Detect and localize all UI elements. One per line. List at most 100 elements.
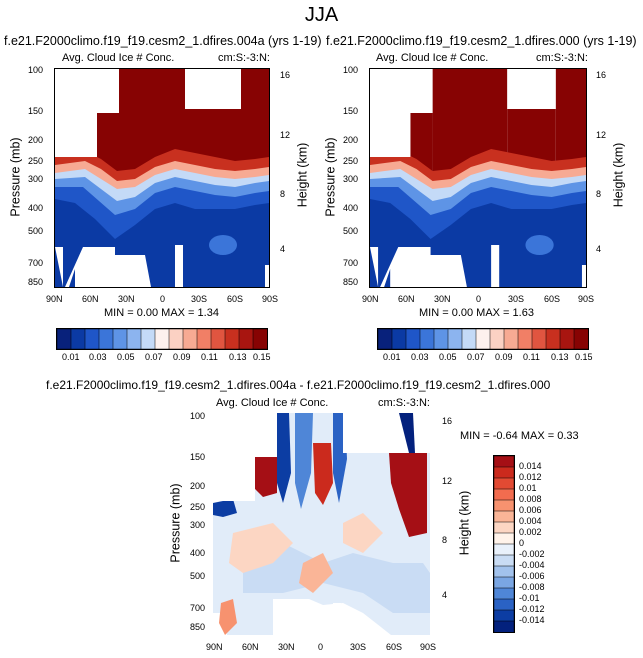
panel1-blob: [209, 235, 237, 255]
panel1-title: f.e21.F2000climo.f19_f19.cesm2_1.dfires.…: [4, 34, 322, 48]
colorbar-swatch: [494, 466, 514, 479]
colorbar-swatch: [489, 329, 505, 349]
panel3-xtick: 30N: [278, 642, 295, 652]
colorbar-swatch: [494, 576, 514, 589]
panel3-xtick: 90N: [206, 642, 223, 652]
panel2-field: [370, 69, 586, 287]
colorbar-swatch: [461, 329, 477, 349]
colorbar-swatch: [531, 329, 547, 349]
panel3-y2label: Height (km): [457, 490, 472, 556]
panel2-subtitle-right: cm:S:-3:N:: [536, 52, 588, 64]
panel1-xtick: 30S: [191, 294, 208, 304]
panel3-cbtick: -0.006: [519, 571, 545, 581]
panel2-ytick: 200: [343, 135, 359, 145]
panel3-field: [213, 413, 430, 635]
colorbar-swatch: [238, 329, 254, 349]
panel1-cbtick: 0.11: [201, 352, 218, 362]
colorbar-swatch: [494, 510, 514, 523]
panel2-plot: [369, 68, 587, 288]
colorbar-swatch: [494, 499, 514, 512]
panel3-y2tick: 4: [442, 590, 448, 600]
panel3-cbtick: 0.006: [519, 505, 542, 515]
panel2-cbtick: 0.13: [551, 352, 569, 362]
panel1-ytick: 200: [28, 135, 44, 145]
panel2-xtick: 60N: [398, 294, 415, 304]
panel1-y2tick: 16: [280, 70, 291, 80]
panel3-minmax: MIN = -0.64 MAX = 0.33: [460, 430, 579, 442]
panel3-red-mid: [313, 443, 333, 505]
panel3-xtick: 0: [318, 642, 324, 652]
panel2-ylabel: Pressure (mb): [323, 137, 338, 217]
panel3-left-blue: [213, 499, 237, 517]
panel2-ytick: 150: [343, 106, 359, 116]
panel2-blob: [525, 235, 554, 255]
panel2-y2tick: 4: [596, 244, 602, 254]
colorbar-swatch: [475, 329, 491, 349]
panel2-ytick: 850: [343, 277, 359, 287]
panel3-cbtick: -0.012: [519, 604, 545, 614]
colorbar-swatch: [405, 329, 421, 349]
colorbar-swatch: [391, 329, 407, 349]
colorbar-swatch: [433, 329, 449, 349]
panel1-ytick: 400: [28, 203, 44, 213]
colorbar-swatch: [378, 329, 393, 349]
panel1-ytick: 250: [28, 156, 44, 166]
panel1-ytick: 100: [28, 65, 44, 75]
panel3-xtick: 30S: [350, 642, 367, 652]
panel3-salmon4: [219, 599, 237, 635]
colorbar-swatch: [517, 329, 533, 349]
colorbar-swatch: [559, 329, 575, 349]
panel1-ytick: 850: [28, 277, 44, 287]
colorbar-swatch: [224, 329, 240, 349]
colorbar-swatch: [98, 329, 114, 349]
panel3-cbtick: 0.012: [519, 472, 542, 482]
panel3-cbtick: 0.01: [519, 483, 537, 493]
panel3-cbtick: 0: [519, 538, 525, 548]
panel3-cbtick: -0.008: [519, 582, 545, 592]
panel1-y2tick: 4: [280, 244, 286, 254]
panel2-ytick: 100: [343, 65, 359, 75]
panel3-ytick: 200: [190, 481, 206, 491]
colorbar-swatch: [545, 329, 561, 349]
panel2-xtick: 30N: [434, 294, 451, 304]
panel3-cbtick: -0.004: [519, 560, 545, 570]
panel2-xtick: 30S: [508, 294, 525, 304]
panel3-plot: [213, 413, 430, 635]
panel2-blank-bottom: [370, 245, 586, 287]
panel3-colorbar-swatches: [494, 456, 514, 632]
panel3-ytick: 500: [190, 571, 206, 581]
colorbar-swatch: [419, 329, 435, 349]
panel1-xtick: 30N: [118, 294, 135, 304]
panel2-cbtick: 0.05: [439, 352, 457, 362]
panel1-ytick: 700: [28, 258, 44, 268]
panel3-xtick: 60N: [242, 642, 259, 652]
panel1-colorbar: [56, 328, 268, 350]
panel2-cbtick: 0.09: [495, 352, 513, 362]
panel3-cbtick: 0.008: [519, 494, 542, 504]
colorbar-swatch: [447, 329, 463, 349]
panel2-xtick: 90S: [578, 294, 595, 304]
colorbar-swatch: [70, 329, 86, 349]
colorbar-swatch: [196, 329, 212, 349]
colorbar-swatch: [494, 598, 514, 611]
colorbar-swatch: [494, 488, 514, 501]
panel2-y2tick: 8: [596, 189, 602, 199]
colorbar-swatch: [494, 477, 514, 490]
panel2-y2tick: 12: [596, 130, 607, 140]
colorbar-swatch: [494, 521, 514, 534]
panel3-ylabel: Pressure (mb): [168, 483, 183, 563]
panel2-colorbar-swatches: [378, 329, 588, 349]
panel1-cbtick: 0.13: [229, 352, 247, 362]
panel2-ytick: 700: [343, 258, 359, 268]
panel3-subtitle-right: cm:S:-3:N:: [378, 397, 430, 409]
colorbar-swatch: [57, 329, 72, 349]
panel2-ytick: 400: [343, 203, 359, 213]
colorbar-swatch: [494, 543, 514, 556]
panel1-ylabel: Pressure (mb): [8, 137, 23, 217]
colorbar-swatch: [154, 329, 170, 349]
panel3-subtitle-left: Avg. Cloud Ice # Conc.: [216, 397, 329, 409]
panel3-blue-stripe2: [295, 413, 313, 509]
colorbar-swatch: [494, 456, 514, 468]
colorbar-swatch: [182, 329, 198, 349]
panel2-colorbar: [377, 328, 589, 350]
